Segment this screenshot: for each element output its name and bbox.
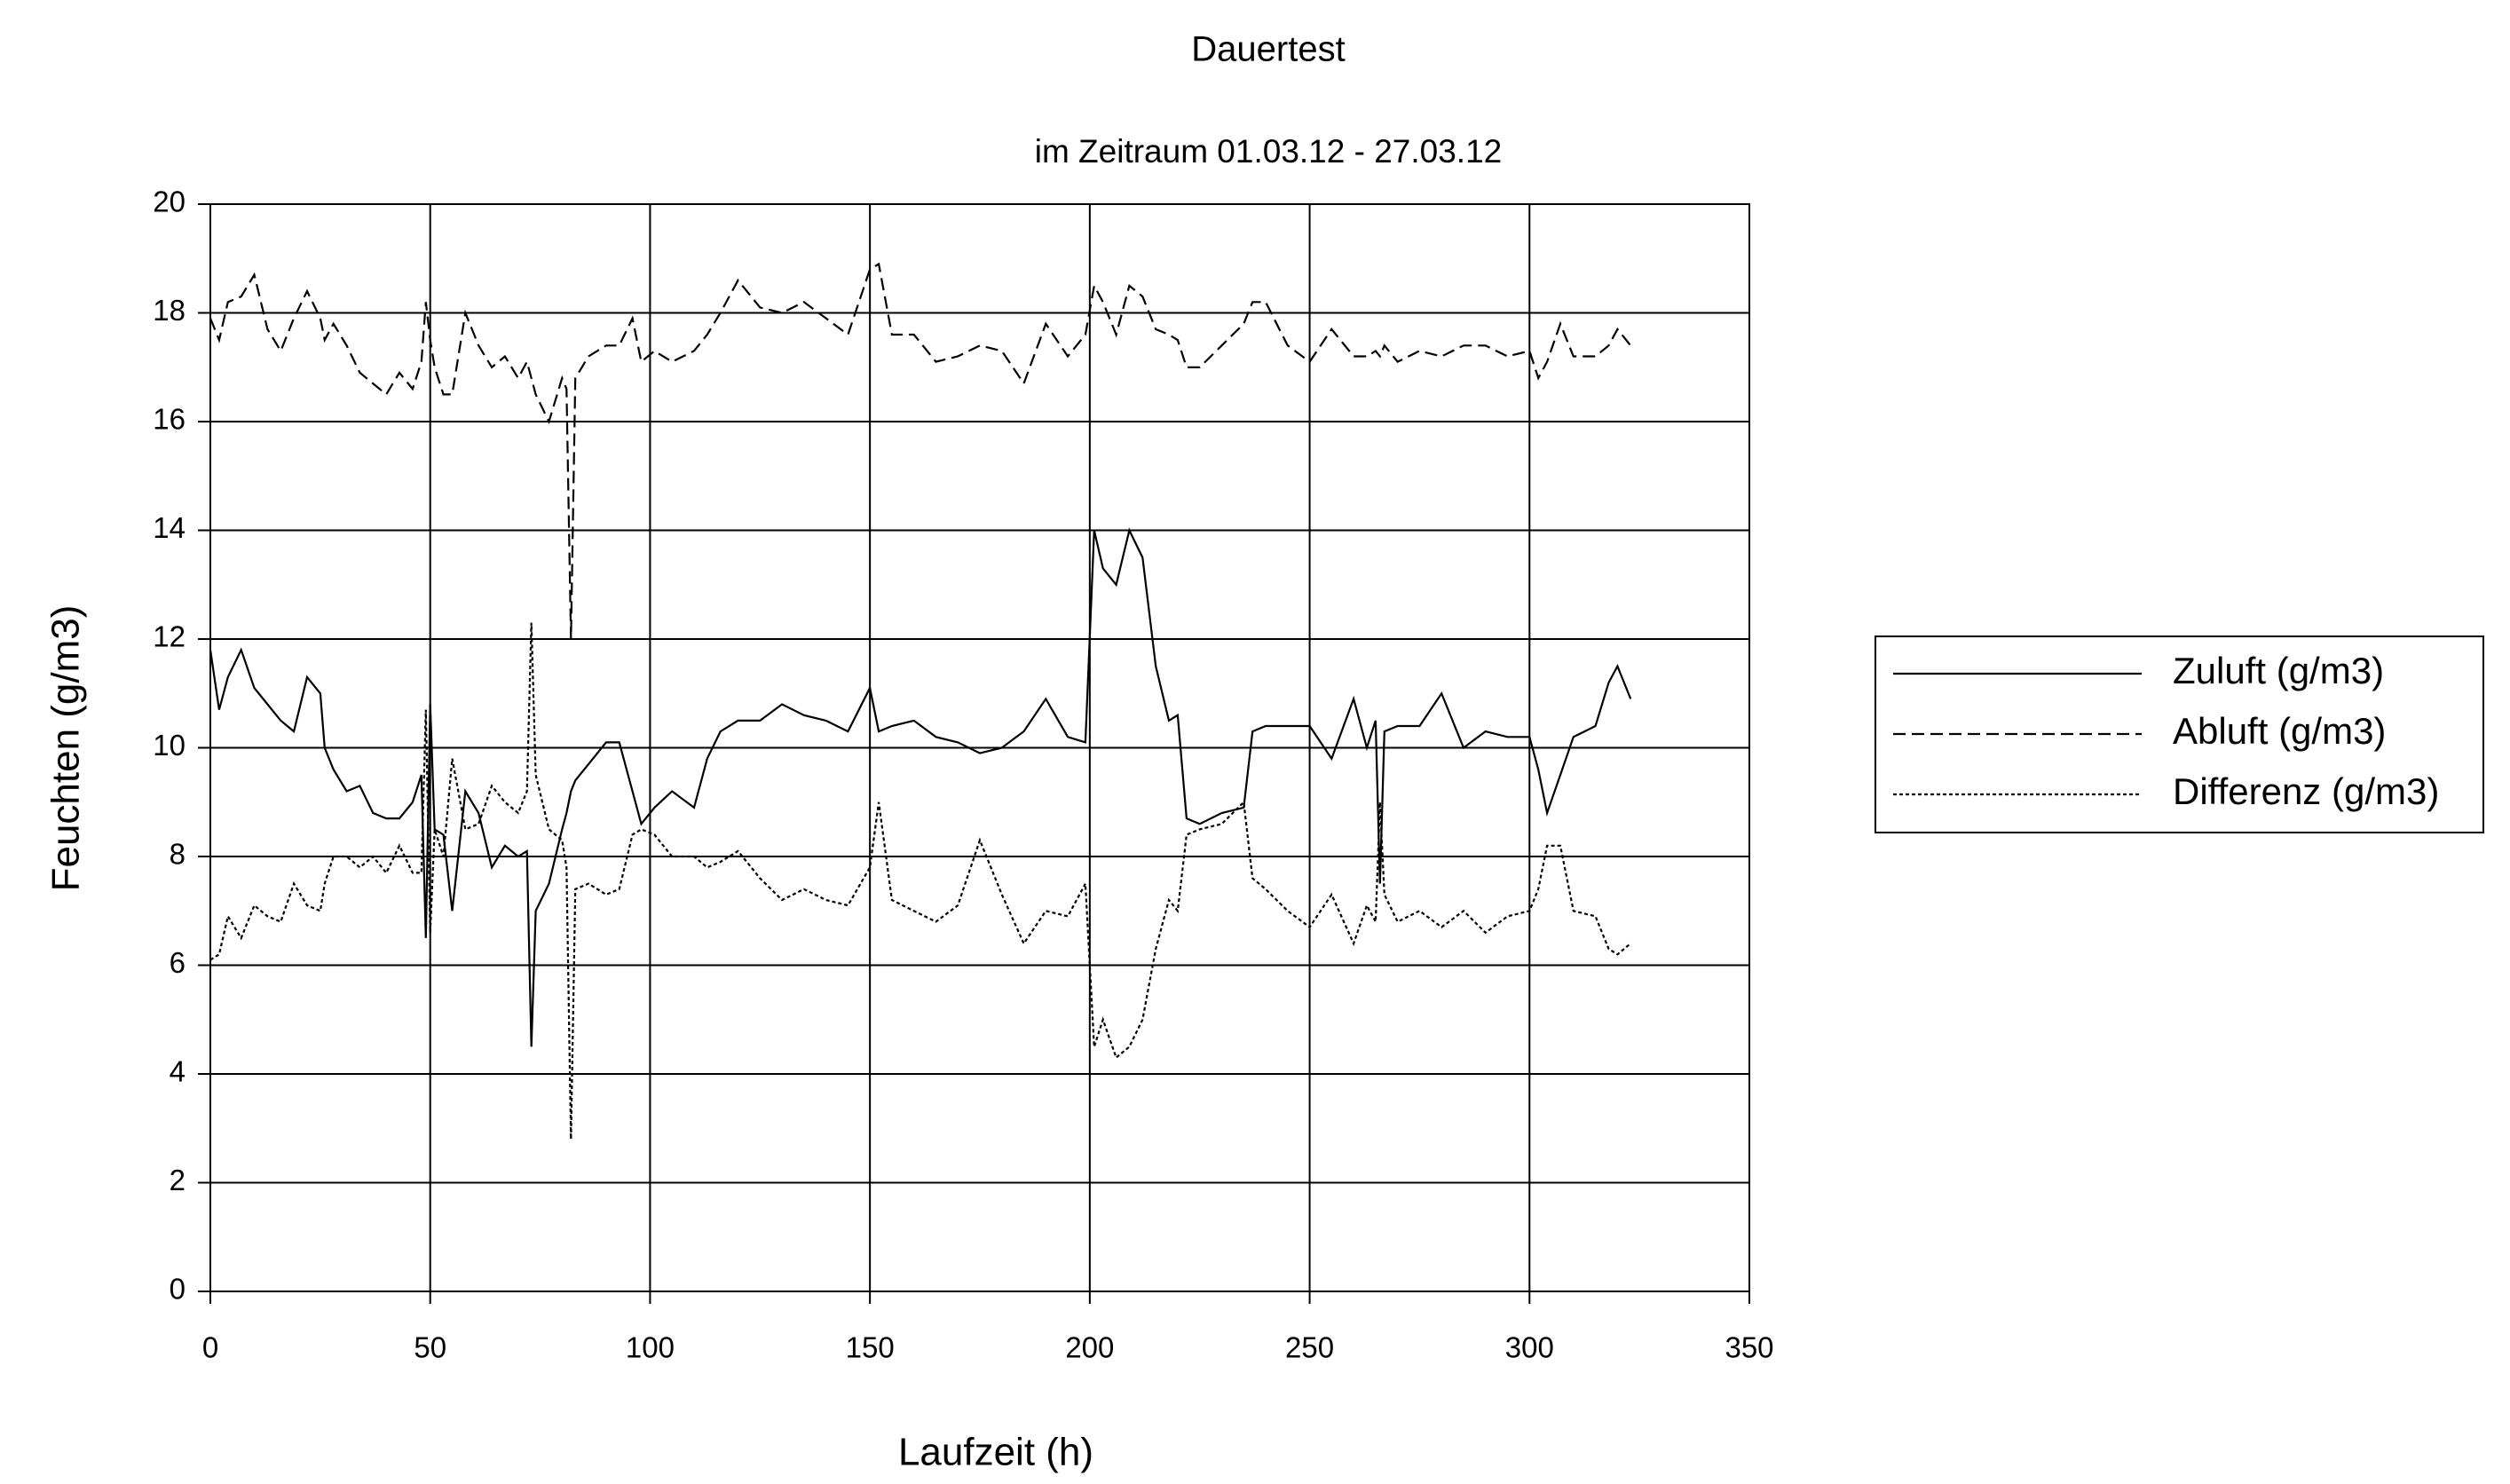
- x-axis-label: Laufzeit (h): [898, 1431, 1093, 1474]
- y-tick-label: 2: [170, 1164, 185, 1196]
- y-tick-label: 12: [153, 620, 185, 653]
- x-tick-label: 350: [1725, 1331, 1773, 1364]
- x-tick-label: 300: [1505, 1331, 1554, 1364]
- x-tick-label: 50: [414, 1331, 446, 1364]
- y-tick-label: 20: [153, 186, 185, 218]
- y-tick-label: 4: [170, 1055, 185, 1088]
- x-tick-label: 200: [1065, 1331, 1114, 1364]
- x-tick-label: 150: [846, 1331, 895, 1364]
- legend-label: Abluft (g/m3): [2173, 710, 2386, 752]
- x-tick-label: 100: [626, 1331, 675, 1364]
- y-tick-label: 8: [170, 838, 185, 871]
- data-line: [209, 622, 1631, 1140]
- data-line: [209, 527, 1632, 1047]
- y-tick-label: 10: [153, 729, 185, 762]
- legend-label: Zuluft (g/m3): [2173, 650, 2384, 691]
- x-tick-label: 250: [1285, 1331, 1334, 1364]
- legend-label: Differenz (g/m3): [2173, 770, 2439, 812]
- y-axis-label: Feuchten (g/m3): [44, 605, 88, 892]
- chart-title: Dauertest: [1191, 30, 1345, 69]
- y-tick-label: 16: [153, 403, 185, 436]
- y-tick-label: 0: [170, 1273, 185, 1306]
- y-tick-label: 6: [170, 946, 185, 979]
- plot-frame: [209, 203, 1750, 1292]
- y-tick-label: 14: [153, 511, 185, 544]
- chart-subtitle: im Zeitraum 01.03.12 - 27.03.12: [1035, 133, 1503, 170]
- y-tick-label: 18: [153, 294, 185, 327]
- data-line: [209, 262, 1632, 640]
- x-tick-label: 0: [202, 1331, 218, 1364]
